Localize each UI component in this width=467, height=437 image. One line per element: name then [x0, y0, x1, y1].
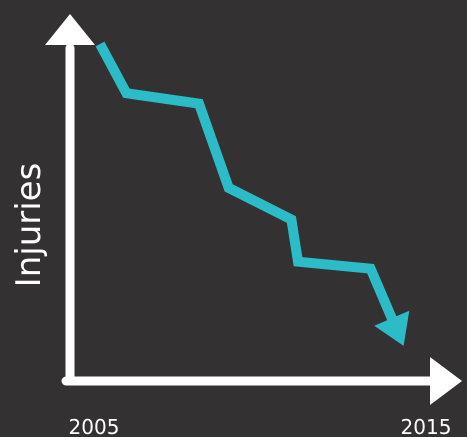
x-axis-arrowhead [430, 357, 462, 405]
y-axis-arrowhead [45, 14, 95, 45]
series-layer [95, 41, 410, 346]
x-tick-label-end: 2015 [401, 415, 452, 437]
y-axis-label: Injuries [9, 163, 49, 288]
x-tick-label-start: 2005 [69, 415, 120, 437]
series-line-0 [95, 41, 398, 324]
series-arrowhead-0 [374, 310, 410, 346]
